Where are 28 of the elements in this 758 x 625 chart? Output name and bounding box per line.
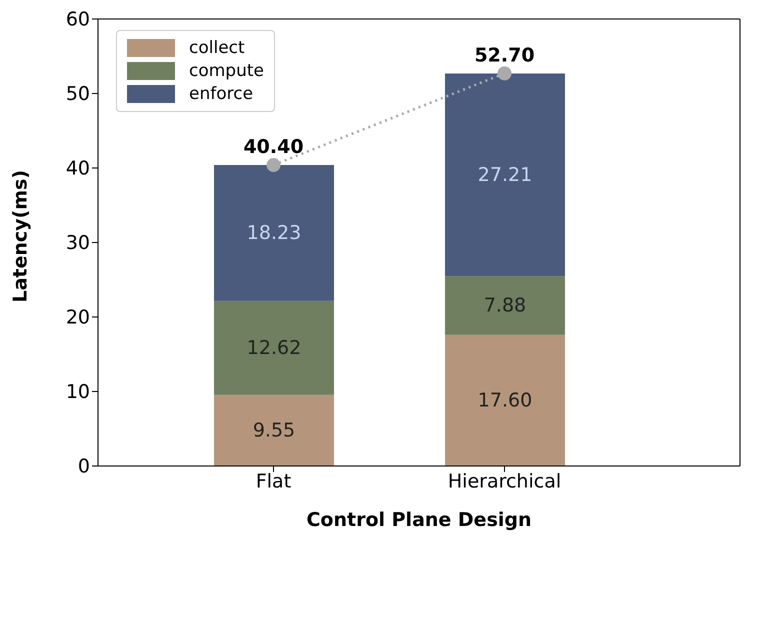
legend-label: compute — [189, 61, 264, 81]
y-tick-label: 40 — [66, 158, 90, 180]
data-label: 12.62 — [246, 336, 302, 359]
data-label: 7.88 — [484, 294, 526, 317]
x-tick-label: Flat — [256, 470, 292, 492]
y-tick-label: 10 — [66, 381, 90, 404]
data-label: 9.55 — [252, 419, 296, 442]
bar — [214, 300, 334, 395]
bar — [445, 334, 565, 466]
total-label: 40.40 — [243, 136, 304, 158]
legend-label: collect — [189, 38, 245, 58]
y-tick-label: 20 — [66, 306, 90, 329]
total-label: 52.70 — [474, 44, 535, 66]
y-tick-label: 60 — [66, 8, 90, 31]
y-tick-label: 30 — [66, 232, 90, 254]
bar — [214, 165, 334, 301]
x-axis-title: Control Plane Design — [306, 509, 532, 531]
y-tick-label: 50 — [66, 83, 90, 106]
bar — [445, 73, 565, 276]
data-label: 27.21 — [478, 164, 532, 186]
data-label: 18.23 — [246, 222, 302, 244]
y-axis-title: Latency(ms) — [10, 170, 32, 302]
bar — [445, 276, 565, 335]
x-tick-label: Hierarchical — [448, 470, 562, 492]
legend-label: enforce — [189, 84, 254, 104]
y-tick-label: 0 — [78, 456, 90, 478]
data-label: 17.60 — [478, 389, 532, 412]
bar — [214, 394, 334, 466]
